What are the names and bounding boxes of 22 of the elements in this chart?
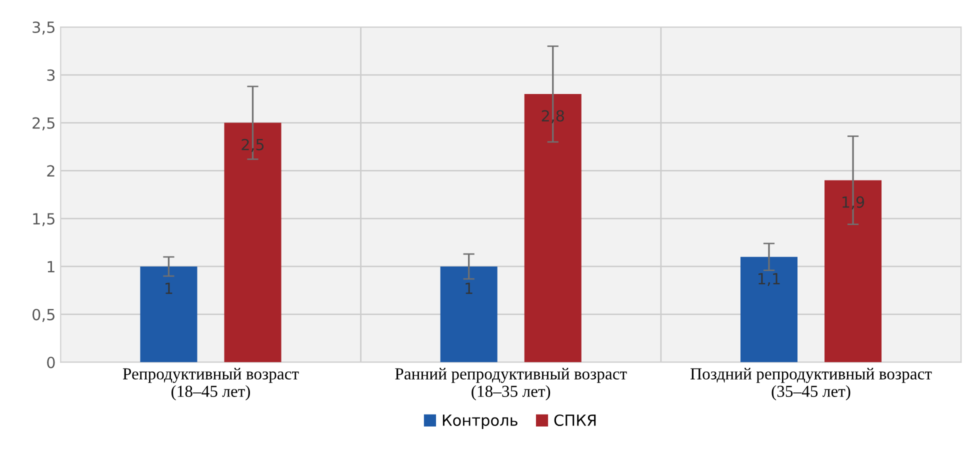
data-label: 1 — [466, 282, 472, 294]
y-tick-label: 2,5 — [32, 117, 54, 130]
y-tick-label: 0,5 — [32, 308, 54, 322]
bar — [740, 256, 798, 362]
bar — [824, 180, 882, 362]
y-tick-label: 0 — [47, 356, 55, 368]
bar — [140, 266, 198, 362]
legend-label: СПКЯ — [554, 414, 596, 426]
y-tick-label: 3 — [47, 69, 55, 81]
data-label: 1 — [166, 282, 172, 294]
y-tick-label: 1 — [48, 261, 54, 272]
bar — [440, 266, 498, 362]
data-label: 1,1 — [758, 273, 780, 286]
y-tick-label: 3,5 — [32, 21, 54, 35]
x-tick-label: Поздний репродуктивный возраст (35–45 лет) — [690, 368, 932, 400]
x-tick-label: Репродуктивный возраст (18–45 лет) — [122, 368, 299, 400]
y-tick-label: 2 — [47, 165, 54, 176]
y-tick-label: 1,5 — [33, 213, 54, 226]
bar — [524, 94, 582, 362]
bar — [224, 122, 282, 362]
legend-label: Контроль — [442, 414, 518, 429]
x-tick-label: Ранний репродуктивный возраст (18–35 лет) — [395, 368, 627, 400]
